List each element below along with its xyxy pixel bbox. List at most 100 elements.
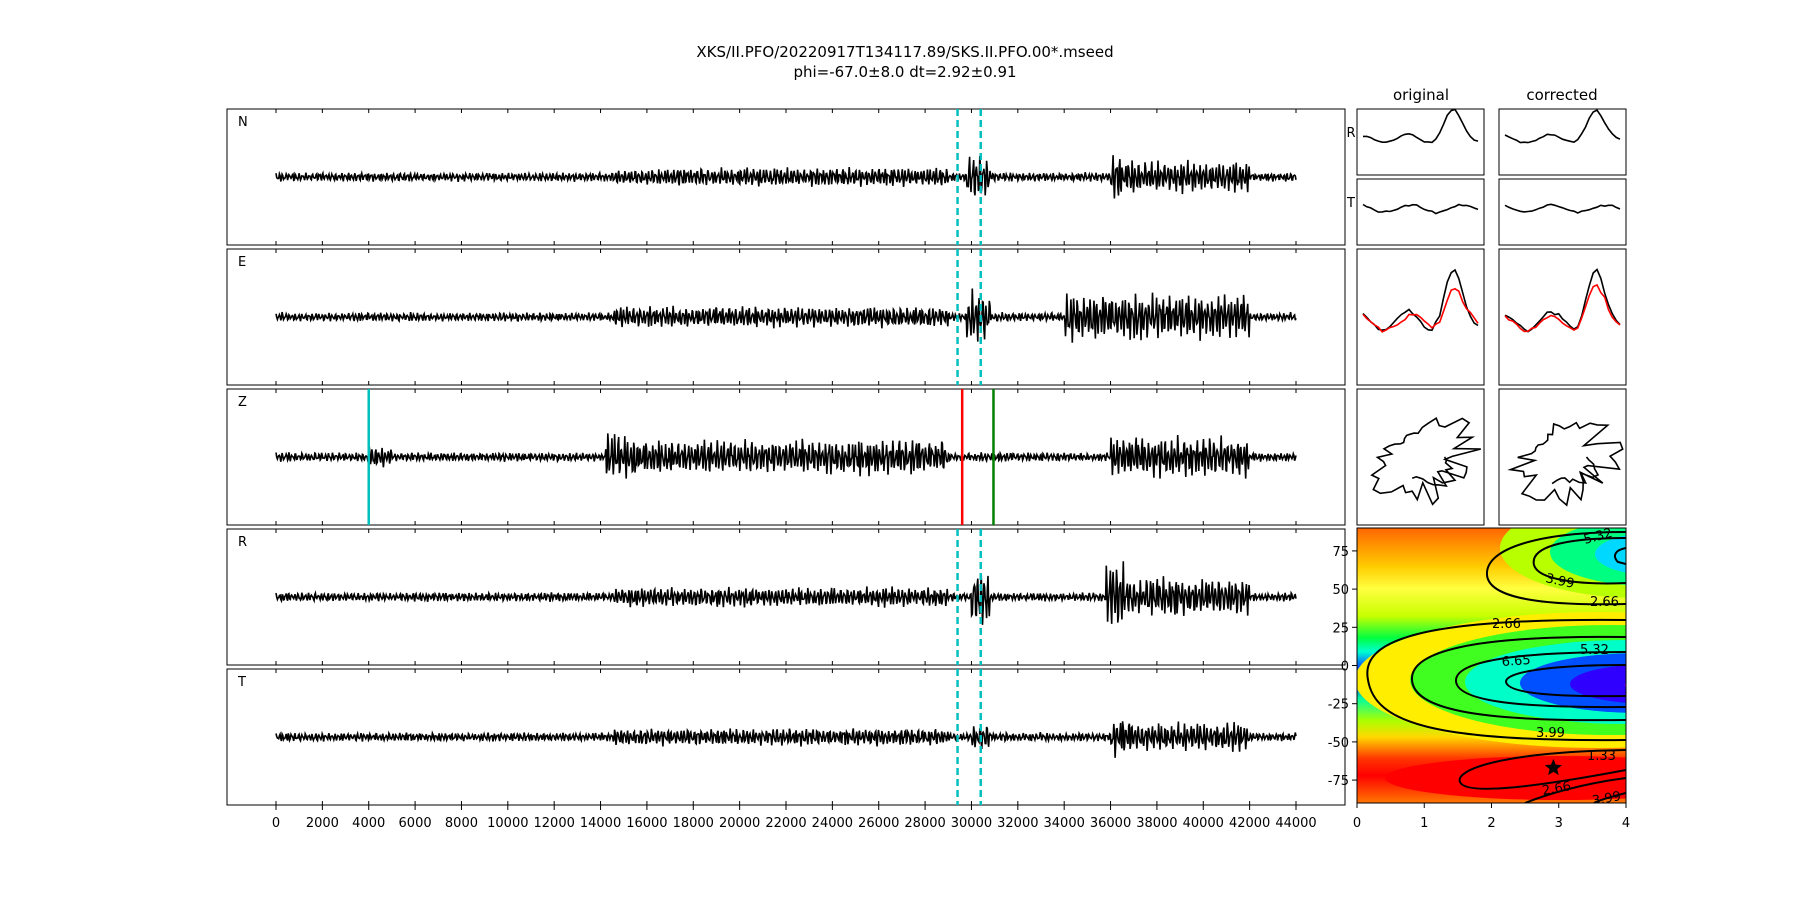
- small-panel-frame: [1356, 248, 1485, 386]
- x-tick-label: 20000: [719, 816, 760, 831]
- x-tick-label: 10000: [487, 816, 528, 831]
- small-panel-corrected-3: [1498, 388, 1627, 526]
- best-fit-star-icon: [1544, 758, 1562, 776]
- small-panel-frame: [1498, 248, 1627, 386]
- waveform-e: [275, 288, 1297, 343]
- column-label-corrected: corrected: [1526, 86, 1597, 104]
- x-tick-label: 18000: [673, 816, 714, 831]
- waveform-n: [275, 155, 1297, 199]
- hm-x-tick-label: 4: [1622, 816, 1630, 831]
- contour-label: 3.99: [1591, 789, 1622, 809]
- overlay-trace-red: [1504, 283, 1621, 333]
- contour-label: 2.66: [1492, 617, 1521, 632]
- surface-lobe-upper-green: [1500, 528, 1626, 598]
- surface-lobe-mid-blue: [1520, 653, 1626, 713]
- contour-low-3: [1593, 792, 1626, 803]
- contour-label: 6.65: [1501, 653, 1531, 670]
- trace-panel-r: R: [226, 528, 1346, 666]
- hm-y-tick-label: -50: [1328, 736, 1349, 751]
- contour-mid-3: [1454, 651, 1626, 709]
- hm-x-tick-label: 3: [1555, 816, 1563, 831]
- contour-mid-4: [1505, 664, 1626, 698]
- x-tick-label: 16000: [626, 816, 667, 831]
- surface-lobe-mid-violet: [1570, 665, 1626, 703]
- x-tick-label: 4000: [352, 816, 385, 831]
- window-trace-t: [1362, 203, 1479, 215]
- row-label-r: R: [1346, 126, 1355, 141]
- trace-panel-t: T: [226, 668, 1346, 806]
- surface-lobe-mid-magenta: [1625, 682, 1626, 688]
- x-tick-label: 12000: [534, 816, 575, 831]
- contour-low-2: [1524, 777, 1626, 803]
- trace-panel-z: Z: [226, 388, 1346, 526]
- hm-x-tick-label: 0: [1353, 816, 1361, 831]
- small-panel-frame: [1498, 388, 1627, 526]
- small-panel-original-1: [1356, 178, 1485, 246]
- trace-panel-e: E: [226, 248, 1346, 386]
- contour-label: 1.33: [1587, 749, 1616, 764]
- x-tick-label: 24000: [812, 816, 853, 831]
- trace-label: R: [238, 535, 247, 550]
- trace-label: Z: [238, 395, 247, 410]
- contour-mid-outer: [1366, 618, 1626, 742]
- hm-y-tick-label: 50: [1332, 583, 1349, 598]
- error-surface-panel: 5.32 3.99 2.66 2.66 5.32 6.65 3.99 1.33 …: [1328, 527, 1630, 831]
- figure-subtitle: phi=-67.0±8.0 dt=2.92±0.91: [793, 63, 1016, 81]
- contour-label: 2.66: [1590, 595, 1619, 610]
- contour-label: 3.99: [1544, 571, 1575, 592]
- seismogram-panels: N E Z R T: [226, 108, 1346, 806]
- hm-x-tick-label: 1: [1420, 816, 1428, 831]
- x-tick-label: 2000: [306, 816, 339, 831]
- x-tick-label: 30000: [951, 816, 992, 831]
- small-panel-corrected-1: [1498, 178, 1627, 246]
- contour-label: 2.66: [1541, 779, 1572, 799]
- hm-y-tick-label: 0: [1341, 660, 1349, 675]
- hm-y-tick-label: 25: [1332, 621, 1349, 636]
- overlay-trace-red: [1362, 287, 1479, 333]
- hm-x-tick-label: 2: [1487, 816, 1495, 831]
- contour-label: 3.99: [1536, 726, 1565, 741]
- overlay-trace-black: [1504, 268, 1621, 333]
- trace-label: E: [238, 255, 246, 270]
- small-panel-corrected-0: [1498, 108, 1627, 176]
- small-panel-frame: [1498, 108, 1627, 176]
- x-tick-label: 0: [272, 816, 280, 831]
- seismogram-x-axis: 0 2000 4000 6000 8000 10000 12000 14000 16000 180…: [272, 805, 1317, 831]
- x-tick-label: 34000: [1044, 816, 1085, 831]
- small-panel-frame: [1356, 178, 1485, 246]
- small-panel-frame: [1356, 388, 1485, 526]
- row-label-t: T: [1346, 196, 1355, 211]
- error-surface-axes: 0 1 2 3 4 75 50 25 0 -25 -50 -75: [1328, 545, 1630, 831]
- contour-lines: [1366, 531, 1626, 803]
- hm-y-tick-label: -75: [1328, 774, 1349, 789]
- contour-label-group: 5.32 3.99 2.66 2.66 5.32 6.65 3.99 1.33 …: [1492, 528, 1622, 809]
- small-panel-frame: [1356, 108, 1485, 176]
- x-tick-label: 22000: [765, 816, 806, 831]
- contour-label: 5.32: [1580, 643, 1609, 658]
- x-tick-label: 6000: [399, 816, 432, 831]
- hm-y-tick-label: 75: [1332, 545, 1349, 560]
- small-panel-corrected-2: [1498, 248, 1627, 386]
- x-tick-label: 38000: [1136, 816, 1177, 831]
- small-panels: RT: [1346, 108, 1627, 526]
- window-trace-r: [1363, 108, 1479, 144]
- window-trace-r: [1504, 109, 1621, 144]
- x-tick-label: 8000: [445, 816, 478, 831]
- contour-upper-inner: [1613, 547, 1626, 565]
- trace-label: T: [237, 675, 246, 690]
- hm-y-tick-label: -25: [1328, 698, 1349, 713]
- x-tick-label: 26000: [858, 816, 899, 831]
- trace-label: N: [238, 115, 248, 130]
- small-panel-original-0: [1356, 108, 1485, 176]
- contour-mid-2: [1410, 635, 1626, 722]
- window-trace-t: [1504, 203, 1621, 214]
- trace-panel-n: N: [226, 108, 1346, 246]
- particle-motion-corrected: [1507, 421, 1624, 507]
- waveform-t: [275, 721, 1297, 758]
- surface-lobe-upper-blue: [1595, 535, 1626, 573]
- contour-upper-outer: [1485, 531, 1626, 606]
- figure-title: XKS/II.PFO/20220917T134117.89/SKS.II.PFO…: [696, 43, 1113, 61]
- x-tick-label: 44000: [1275, 816, 1316, 831]
- x-tick-label: 32000: [997, 816, 1038, 831]
